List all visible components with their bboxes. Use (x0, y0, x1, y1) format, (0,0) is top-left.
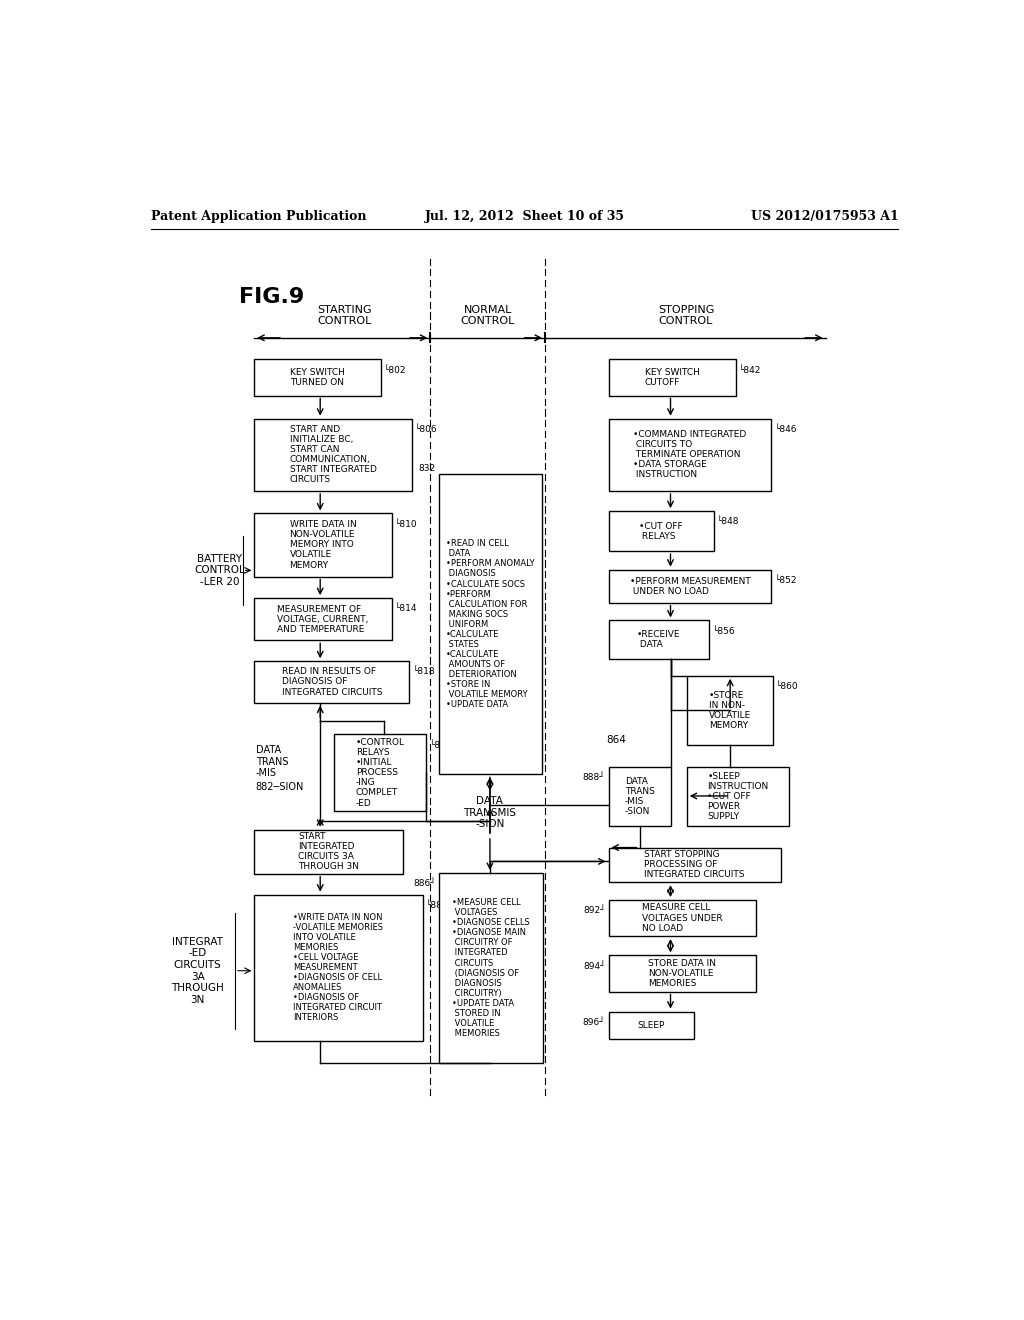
Text: 832: 832 (419, 463, 435, 473)
Text: └852: └852 (774, 576, 797, 585)
Text: Patent Application Publication: Patent Application Publication (152, 210, 367, 223)
Text: 886┘: 886┘ (413, 879, 435, 888)
Text: SLEEP: SLEEP (637, 1020, 665, 1030)
Bar (608, 418, 771, 491)
Bar (254, 598, 391, 640)
Text: STARTING
CONTROL: STARTING CONTROL (317, 305, 373, 326)
Text: WRITE DATA IN
NON-VOLATILE
MEMORY INTO
VOLATILE
MEMORY: WRITE DATA IN NON-VOLATILE MEMORY INTO V… (290, 520, 356, 569)
Text: •CUT OFF
 RELAYS: •CUT OFF RELAYS (639, 521, 683, 541)
Text: └884: └884 (426, 900, 449, 909)
Bar (254, 359, 381, 396)
Text: MEASURE CELL
VOLTAGES UNDER
NO LOAD: MEASURE CELL VOLTAGES UNDER NO LOAD (642, 903, 723, 932)
Bar (608, 511, 714, 552)
Text: NORMAL
CONTROL: NORMAL CONTROL (461, 305, 515, 326)
Bar (687, 676, 773, 744)
Text: └818: └818 (413, 668, 435, 676)
Text: └856: └856 (713, 627, 735, 635)
Text: FIG.9: FIG.9 (239, 286, 304, 308)
Text: 892┘: 892┘ (583, 906, 605, 915)
Text: INTEGRAT
-ED
CIRCUITS
3A
THROUGH
3N: INTEGRAT -ED CIRCUITS 3A THROUGH 3N (171, 937, 224, 1005)
Text: DATA
TRANS
-MIS: DATA TRANS -MIS (256, 744, 289, 779)
Text: └802: └802 (384, 366, 407, 375)
Bar (438, 474, 542, 775)
Text: US 2012/0175953 A1: US 2012/0175953 A1 (751, 210, 898, 223)
Text: •SLEEP
INSTRUCTION
•CUT OFF
POWER
SUPPLY: •SLEEP INSTRUCTION •CUT OFF POWER SUPPLY (708, 772, 769, 821)
Bar (334, 734, 426, 812)
Text: KEY SWITCH
CUTOFF: KEY SWITCH CUTOFF (645, 368, 699, 387)
Bar (608, 956, 756, 991)
Text: •STORE
IN NON-
VOLATILE
MEMORY: •STORE IN NON- VOLATILE MEMORY (709, 690, 751, 730)
Text: Jul. 12, 2012  Sheet 10 of 35: Jul. 12, 2012 Sheet 10 of 35 (425, 210, 625, 223)
Text: 882─SION: 882─SION (256, 781, 304, 792)
Text: •CONTROL
RELAYS
•INITIAL
PROCESS
-ING
COMPLET
-ED: •CONTROL RELAYS •INITIAL PROCESS -ING CO… (355, 738, 404, 808)
Text: STOPPING
CONTROL: STOPPING CONTROL (657, 305, 714, 326)
Text: •RECEIVE
 DATA: •RECEIVE DATA (637, 630, 681, 649)
Text: •WRITE DATA IN NON
-VOLATILE MEMORIES
INTO VOLATILE
MEMORIES
•CELL VOLTAGE
MEASU: •WRITE DATA IN NON -VOLATILE MEMORIES IN… (294, 913, 383, 1023)
Text: •PERFORM MEASUREMENT
 UNDER NO LOAD: •PERFORM MEASUREMENT UNDER NO LOAD (630, 577, 751, 595)
Text: •MEASURE CELL
 VOLTAGES
•DIAGNOSE CELLS
•DIAGNOSE MAIN
 CIRCUITRY OF
 INTEGRATED: •MEASURE CELL VOLTAGES •DIAGNOSE CELLS •… (452, 898, 529, 1038)
Bar (687, 767, 790, 826)
Text: •COMMAND INTEGRATED
 CIRCUITS TO
 TERMINATE OPERATION
•DATA STORAGE
 INSTRUCTION: •COMMAND INTEGRATED CIRCUITS TO TERMINAT… (633, 430, 746, 479)
Text: START AND
INITIALIZE BC,
START CAN
COMMUNICATION,
START INTEGRATED
CIRCUITS: START AND INITIALIZE BC, START CAN COMMU… (290, 425, 377, 484)
Text: STORE DATA IN
NON-VOLATILE
MEMORIES: STORE DATA IN NON-VOLATILE MEMORIES (648, 958, 716, 987)
Text: └848: └848 (717, 517, 739, 527)
Text: 864: 864 (606, 735, 626, 744)
Text: └846: └846 (774, 425, 797, 434)
Bar (608, 900, 756, 936)
Text: 888┘: 888┘ (583, 774, 605, 781)
Bar (608, 570, 771, 603)
Bar (608, 359, 735, 396)
Text: └860: └860 (776, 682, 799, 690)
Text: MEASUREMENT OF
VOLTAGE, CURRENT,
AND TEMPERATURE: MEASUREMENT OF VOLTAGE, CURRENT, AND TEM… (278, 605, 369, 634)
Text: BATTERY
CONTROL
-LER 20: BATTERY CONTROL -LER 20 (195, 554, 245, 587)
Bar (254, 418, 412, 491)
Text: └806: └806 (415, 425, 437, 434)
Text: READ IN RESULTS OF
DIAGNOSIS OF
INTEGRATED CIRCUITS: READ IN RESULTS OF DIAGNOSIS OF INTEGRAT… (282, 668, 382, 697)
Text: 894┘: 894┘ (583, 961, 605, 970)
Text: └814: └814 (394, 605, 417, 614)
Text: └842: └842 (738, 366, 761, 375)
Text: 896┘: 896┘ (583, 1018, 605, 1027)
Bar (254, 830, 403, 874)
Bar (254, 895, 423, 1040)
Text: DATA
TRANSMIS
-SION: DATA TRANSMIS -SION (464, 796, 516, 829)
Bar (608, 620, 710, 659)
Text: └810: └810 (394, 520, 417, 528)
Text: └822: └822 (429, 741, 452, 750)
Text: •READ IN CELL
 DATA
•PERFORM ANOMALY
 DIAGNOSIS
•CALCULATE SOCS
•PERFORM
 CALCUL: •READ IN CELL DATA •PERFORM ANOMALY DIAG… (446, 540, 535, 709)
Bar (254, 661, 410, 702)
Text: DATA
TRANS
-MIS
-SION: DATA TRANS -MIS -SION (625, 776, 654, 816)
Text: START STOPPING
PROCESSING OF
INTEGRATED CIRCUITS: START STOPPING PROCESSING OF INTEGRATED … (644, 850, 744, 879)
Bar (438, 873, 543, 1063)
Text: KEY SWITCH
TURNED ON: KEY SWITCH TURNED ON (290, 368, 345, 387)
Bar (608, 767, 672, 826)
Bar (608, 847, 780, 882)
Bar (254, 513, 391, 577)
Bar (608, 1011, 693, 1039)
Text: START
INTEGRATED
CIRCUITS 3A
THROUGH 3N: START INTEGRATED CIRCUITS 3A THROUGH 3N (298, 832, 359, 871)
